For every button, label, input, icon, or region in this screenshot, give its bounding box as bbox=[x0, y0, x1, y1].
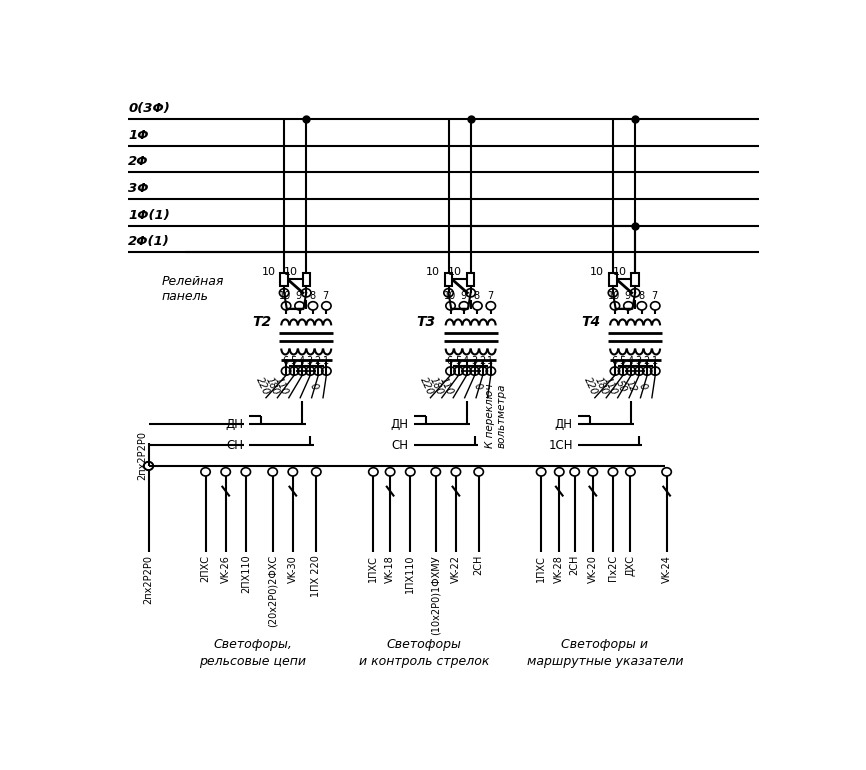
Text: 3: 3 bbox=[471, 357, 477, 367]
Text: 2СН: 2СН bbox=[570, 555, 579, 575]
Text: 4: 4 bbox=[463, 357, 469, 367]
Text: 6: 6 bbox=[611, 357, 617, 367]
Text: 7: 7 bbox=[322, 290, 329, 300]
Text: ДН: ДН bbox=[391, 418, 408, 431]
Text: 220: 220 bbox=[583, 376, 599, 397]
Text: 180: 180 bbox=[263, 376, 281, 397]
Text: 3: 3 bbox=[307, 357, 313, 367]
Text: T4: T4 bbox=[581, 315, 600, 329]
Text: 1Φ: 1Φ bbox=[128, 129, 149, 142]
Text: Пх2С: Пх2С bbox=[608, 555, 618, 581]
Text: К переключ
вольтметра: К переключ вольтметра bbox=[485, 383, 507, 448]
Text: 10: 10 bbox=[283, 267, 298, 277]
Text: VK-30: VK-30 bbox=[288, 555, 298, 583]
Text: 9: 9 bbox=[296, 290, 302, 300]
Text: СН: СН bbox=[227, 439, 244, 452]
Text: 10: 10 bbox=[612, 267, 626, 277]
Text: 5: 5 bbox=[290, 357, 297, 367]
Text: 6: 6 bbox=[447, 357, 453, 367]
Text: 8: 8 bbox=[638, 290, 644, 300]
Text: 8: 8 bbox=[474, 290, 480, 300]
Text: 1ПХ110: 1ПХ110 bbox=[405, 555, 416, 594]
Text: 2Φ(1): 2Φ(1) bbox=[128, 236, 170, 249]
Text: (20х2Р0)2ФХС: (20х2Р0)2ФХС bbox=[268, 555, 278, 627]
Text: 9: 9 bbox=[624, 290, 630, 300]
Text: 0: 0 bbox=[472, 381, 484, 391]
Text: T2: T2 bbox=[252, 315, 271, 329]
Text: 10: 10 bbox=[608, 290, 620, 300]
Text: ДХС: ДХС bbox=[625, 555, 636, 576]
Text: 1ПХ 220: 1ПХ 220 bbox=[311, 555, 321, 597]
Text: СН: СН bbox=[391, 439, 408, 452]
Text: 4: 4 bbox=[299, 357, 305, 367]
Text: VK-22: VK-22 bbox=[451, 555, 461, 583]
Bar bbox=[445, 273, 452, 286]
Text: 50: 50 bbox=[614, 379, 629, 394]
Text: 10: 10 bbox=[262, 267, 275, 277]
Text: 5: 5 bbox=[455, 357, 461, 367]
Text: 3Φ: 3Φ bbox=[128, 182, 149, 195]
Text: 0: 0 bbox=[637, 381, 648, 391]
Text: Светофоры и
маршрутные указатели: Светофоры и маршрутные указатели bbox=[527, 638, 683, 668]
Text: 12: 12 bbox=[624, 379, 638, 394]
Text: 4: 4 bbox=[627, 357, 633, 367]
Text: 220: 220 bbox=[254, 376, 271, 397]
Text: 7: 7 bbox=[487, 290, 494, 300]
Text: VK-26: VK-26 bbox=[221, 555, 230, 583]
Text: VK-24: VK-24 bbox=[662, 555, 672, 583]
Text: 6: 6 bbox=[282, 357, 288, 367]
Text: 1ПХС: 1ПХС bbox=[368, 555, 378, 582]
Text: 2: 2 bbox=[643, 357, 650, 367]
Text: 180: 180 bbox=[592, 376, 610, 397]
Text: 1: 1 bbox=[487, 357, 494, 367]
Text: 2ПХС: 2ПХС bbox=[201, 555, 210, 582]
Text: 10: 10 bbox=[443, 290, 456, 300]
Text: (10х2Р0)1ФХМУ: (10х2Р0)1ФХМУ bbox=[430, 555, 441, 634]
Text: 10: 10 bbox=[448, 267, 462, 277]
Text: 1: 1 bbox=[651, 357, 657, 367]
Text: 5: 5 bbox=[619, 357, 625, 367]
Text: 1ПХС: 1ПХС bbox=[536, 555, 546, 582]
Text: 0(3Φ): 0(3Φ) bbox=[128, 102, 170, 115]
Text: 2пх2Р2Р0: 2пх2Р2Р0 bbox=[137, 431, 147, 480]
Text: 0: 0 bbox=[307, 381, 320, 391]
Text: 8: 8 bbox=[309, 290, 315, 300]
Text: 2: 2 bbox=[314, 357, 320, 367]
Text: 7: 7 bbox=[651, 290, 657, 300]
Text: 1Φ(1): 1Φ(1) bbox=[128, 209, 170, 222]
Text: 2СН: 2СН bbox=[474, 555, 484, 575]
Text: 110: 110 bbox=[273, 376, 290, 397]
Text: 10: 10 bbox=[591, 267, 604, 277]
Text: VK-20: VK-20 bbox=[588, 555, 598, 583]
Bar bbox=[467, 273, 475, 286]
Text: 9: 9 bbox=[460, 290, 467, 300]
Text: 2пх2Р2Р0: 2пх2Р2Р0 bbox=[144, 555, 153, 604]
Text: 110: 110 bbox=[437, 376, 455, 397]
Text: ДН: ДН bbox=[226, 418, 244, 431]
Text: T3: T3 bbox=[417, 315, 436, 329]
Text: 2: 2 bbox=[479, 357, 485, 367]
Text: 110: 110 bbox=[602, 376, 619, 397]
Bar bbox=[610, 273, 617, 286]
Text: 2Φ: 2Φ bbox=[128, 156, 149, 169]
Text: 2ПХ110: 2ПХ110 bbox=[241, 555, 251, 594]
Text: Светофоры
и контроль стрелок: Светофоры и контроль стрелок bbox=[359, 638, 489, 668]
Text: Релейная
панель: Релейная панель bbox=[162, 275, 224, 303]
Text: 1СН: 1СН bbox=[548, 439, 572, 452]
Bar bbox=[281, 273, 288, 286]
Bar bbox=[631, 273, 639, 286]
Text: Светофоры,
рельсовые цепи: Светофоры, рельсовые цепи bbox=[199, 638, 306, 668]
Text: 220: 220 bbox=[418, 376, 435, 397]
Bar bbox=[302, 273, 310, 286]
Text: 1: 1 bbox=[323, 357, 329, 367]
Text: VK-28: VK-28 bbox=[554, 555, 565, 583]
Text: ДН: ДН bbox=[555, 418, 572, 431]
Text: 10: 10 bbox=[280, 290, 292, 300]
Text: 3: 3 bbox=[636, 357, 642, 367]
Text: VK-18: VK-18 bbox=[385, 555, 395, 583]
Text: 10: 10 bbox=[426, 267, 440, 277]
Text: 180: 180 bbox=[428, 376, 445, 397]
